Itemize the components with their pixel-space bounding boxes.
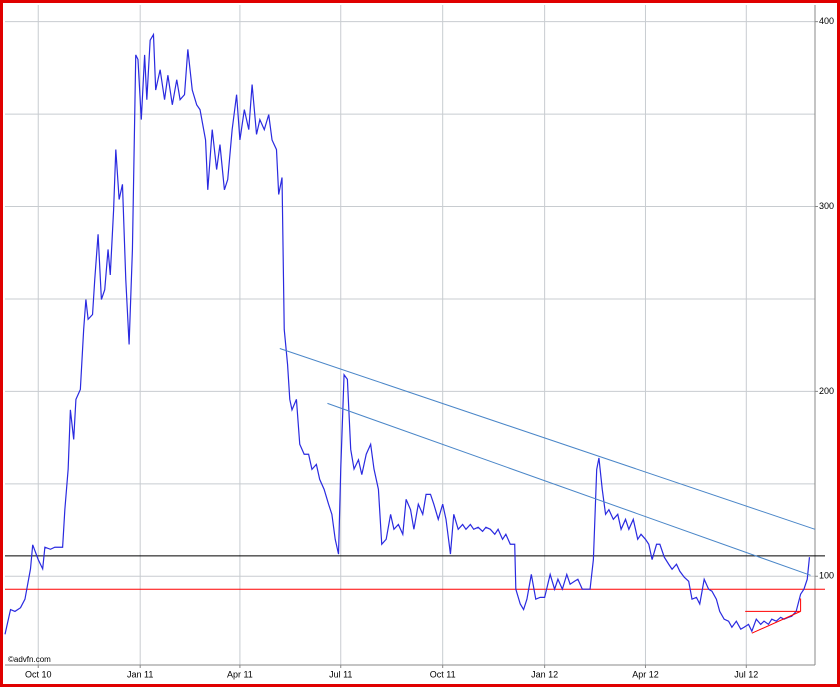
watermark: ©advfn.com [8, 655, 51, 664]
y-tick-label: 200 [819, 386, 834, 396]
trend-line [751, 610, 801, 634]
x-tick-label: Oct 10 [25, 669, 52, 679]
x-tick-label: Jul 11 [329, 669, 352, 679]
y-tick-label: 400 [819, 16, 834, 26]
trend-line [279, 348, 816, 530]
x-tick-label: Jul 12 [734, 669, 758, 679]
x-tick-label: Apr 12 [632, 669, 659, 679]
y-tick-label: 300 [819, 201, 834, 211]
x-tick-label: Jan 11 [127, 669, 153, 679]
x-tick-label: Jan 12 [531, 669, 558, 679]
x-tick-label: Apr 11 [227, 669, 253, 679]
x-tick-label: Oct 11 [430, 669, 456, 679]
trend-line [327, 402, 811, 576]
y-tick-label: 100 [819, 571, 834, 581]
price-line [4, 32, 811, 635]
